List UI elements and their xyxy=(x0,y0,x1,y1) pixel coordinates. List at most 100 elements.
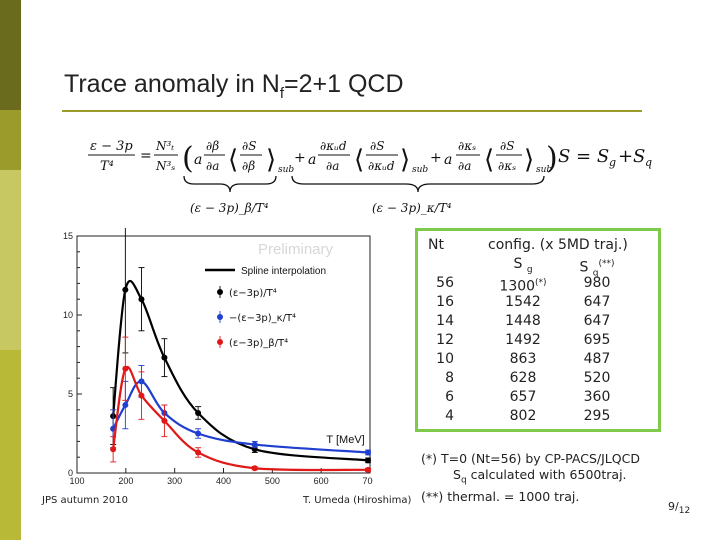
trace-anomaly-equation: ε − 3p T⁴ = N³ₜ N³ₛ ( a ∂β ∂a ⟨ ∂S ∂β ⟩ … xyxy=(88,139,652,215)
svg-text:+: + xyxy=(618,146,633,167)
sg-column: S g 1300(*) 1542 1448 1492 863 628 657 802 xyxy=(488,255,558,424)
svg-text:⟩: ⟩ xyxy=(524,145,534,175)
data-point xyxy=(122,286,129,293)
svg-text:ε − 3p: ε − 3p xyxy=(90,139,133,154)
trace-anomaly-plot: 0 5 10 15 100 200 300 400 500 600 700 T [MeV] Spline… xyxy=(63,228,373,486)
table-row-sg: 802 xyxy=(509,408,537,424)
footer-conference: JPS autumn 2010 xyxy=(42,495,128,506)
x-tick-label: 300 xyxy=(167,476,182,486)
table-row-sg: 628 xyxy=(509,370,537,386)
svg-text:N³ₜ: N³ₜ xyxy=(155,139,174,153)
table-row-nt: 56 xyxy=(436,275,454,291)
table-row-sq: 695 xyxy=(583,332,611,348)
data-point xyxy=(161,417,168,424)
title-divider xyxy=(62,110,642,112)
table-row-sq: 360 xyxy=(583,389,611,405)
table-row-sq: 520 xyxy=(583,370,611,386)
svg-text:sub: sub xyxy=(278,165,294,175)
data-point xyxy=(122,402,129,409)
svg-text:∂κₛ: ∂κₛ xyxy=(498,159,516,173)
svg-text:=: = xyxy=(140,148,152,164)
table-row-nt: 14 xyxy=(436,313,454,329)
data-point xyxy=(195,449,202,456)
data-point xyxy=(365,449,372,456)
table-row-nt: 12 xyxy=(436,332,454,348)
svg-text:∂κᵤd: ∂κᵤd xyxy=(368,159,395,173)
table-row-sq: 487 xyxy=(583,351,611,367)
svg-text:q: q xyxy=(645,156,652,169)
footer-author: T. Umeda (Hiroshima) xyxy=(303,495,412,506)
x-tick-label: 700 xyxy=(362,476,373,486)
svg-text:∂a: ∂a xyxy=(326,159,339,173)
x-tick-label: 500 xyxy=(265,476,280,486)
table-row-nt: 10 xyxy=(436,351,454,367)
data-point xyxy=(110,446,117,453)
preliminary-watermark: Preliminary xyxy=(258,241,334,258)
svg-text:a: a xyxy=(194,152,202,168)
sidebar-decoration xyxy=(0,0,21,540)
legend-marker xyxy=(217,314,223,320)
data-point xyxy=(365,457,372,464)
svg-text:⟨: ⟨ xyxy=(228,145,238,175)
table-row-sq: 980 xyxy=(583,275,611,291)
svg-text:S = S: S = S xyxy=(558,146,609,167)
svg-text:∂S: ∂S xyxy=(500,139,514,153)
data-point xyxy=(251,465,258,472)
quark-brace-label: (ε − 3p)_κ/T⁴ xyxy=(372,201,452,215)
x-axis-label: T [MeV] xyxy=(326,434,364,446)
svg-text:∂S: ∂S xyxy=(370,139,384,153)
legend-label: (ε−3p)_β/T⁴ xyxy=(229,338,288,349)
sidebar-band xyxy=(0,110,21,170)
svg-text:sub: sub xyxy=(412,165,428,175)
gluon-brace-label: (ε − 3p)_β/T⁴ xyxy=(190,201,269,215)
note-1: (*) T=0 (Nt=56) by CP-PACS/JLQCD xyxy=(421,451,640,466)
x-tick-label: 100 xyxy=(69,476,84,486)
data-point xyxy=(365,466,372,473)
data-point xyxy=(122,365,129,372)
y-tick-label: 10 xyxy=(63,310,73,320)
table-row-sg: 863 xyxy=(509,351,537,367)
note-3: (**) thermal. = 1000 traj. xyxy=(421,488,580,504)
sq-header: S q(**) xyxy=(579,259,615,279)
svg-text:∂a: ∂a xyxy=(458,159,471,173)
x-tick-label: 200 xyxy=(118,476,133,486)
svg-text:∂β: ∂β xyxy=(206,139,219,153)
table-notes: (*) T=0 (Nt=56) by CP-PACS/JLQCD Sq calc… xyxy=(421,451,640,505)
svg-text:⟨: ⟨ xyxy=(354,145,364,175)
sidebar-band xyxy=(0,0,21,110)
legend-label: −(ε−3p)_κ/T⁴ xyxy=(229,313,296,324)
legend-spline-label: Spline interpolation xyxy=(241,266,326,277)
note-2: Sq calculated with 6500traj. xyxy=(453,467,627,486)
sg-header: S g xyxy=(513,256,533,275)
title-subscript: f xyxy=(279,85,284,102)
slide-title: Trace anomaly in Nf=2+1 QCD xyxy=(64,70,404,102)
svg-text:⟨: ⟨ xyxy=(484,145,494,175)
svg-text:a: a xyxy=(308,152,316,168)
config-table xyxy=(415,228,661,432)
table-row-sq: 647 xyxy=(583,313,611,329)
legend-label: (ε−3p)/T⁴ xyxy=(229,288,277,299)
table-row-sq: 295 xyxy=(583,408,611,424)
svg-text:S: S xyxy=(633,146,645,167)
config-header-text: config. (x 5MD traj.) xyxy=(488,237,628,253)
svg-text:N³ₛ: N³ₛ xyxy=(155,159,175,173)
x-tick-label: 600 xyxy=(314,476,329,486)
svg-text:∂a: ∂a xyxy=(206,159,219,173)
data-point xyxy=(251,441,258,448)
table-row-nt: 6 xyxy=(445,389,454,405)
svg-text:⟩: ⟩ xyxy=(400,145,410,175)
title-rest: =2+1 QCD xyxy=(284,70,404,98)
y-tick-label: 15 xyxy=(63,231,73,241)
x-tick-label: 400 xyxy=(216,476,231,486)
svg-text:a: a xyxy=(444,152,452,168)
svg-text:∂β: ∂β xyxy=(242,159,255,173)
legend-marker xyxy=(217,339,223,345)
data-point xyxy=(161,354,168,361)
svg-text:+: + xyxy=(430,150,442,166)
sidebar-band xyxy=(0,350,21,540)
sidebar-band xyxy=(0,170,21,350)
title-text: Trace anomaly in N xyxy=(64,70,280,98)
y-tick-label: 5 xyxy=(68,389,73,399)
sq-column: S q(**) 980 647 647 695 487 520 360 295 xyxy=(567,255,627,424)
legend-marker xyxy=(217,289,223,295)
